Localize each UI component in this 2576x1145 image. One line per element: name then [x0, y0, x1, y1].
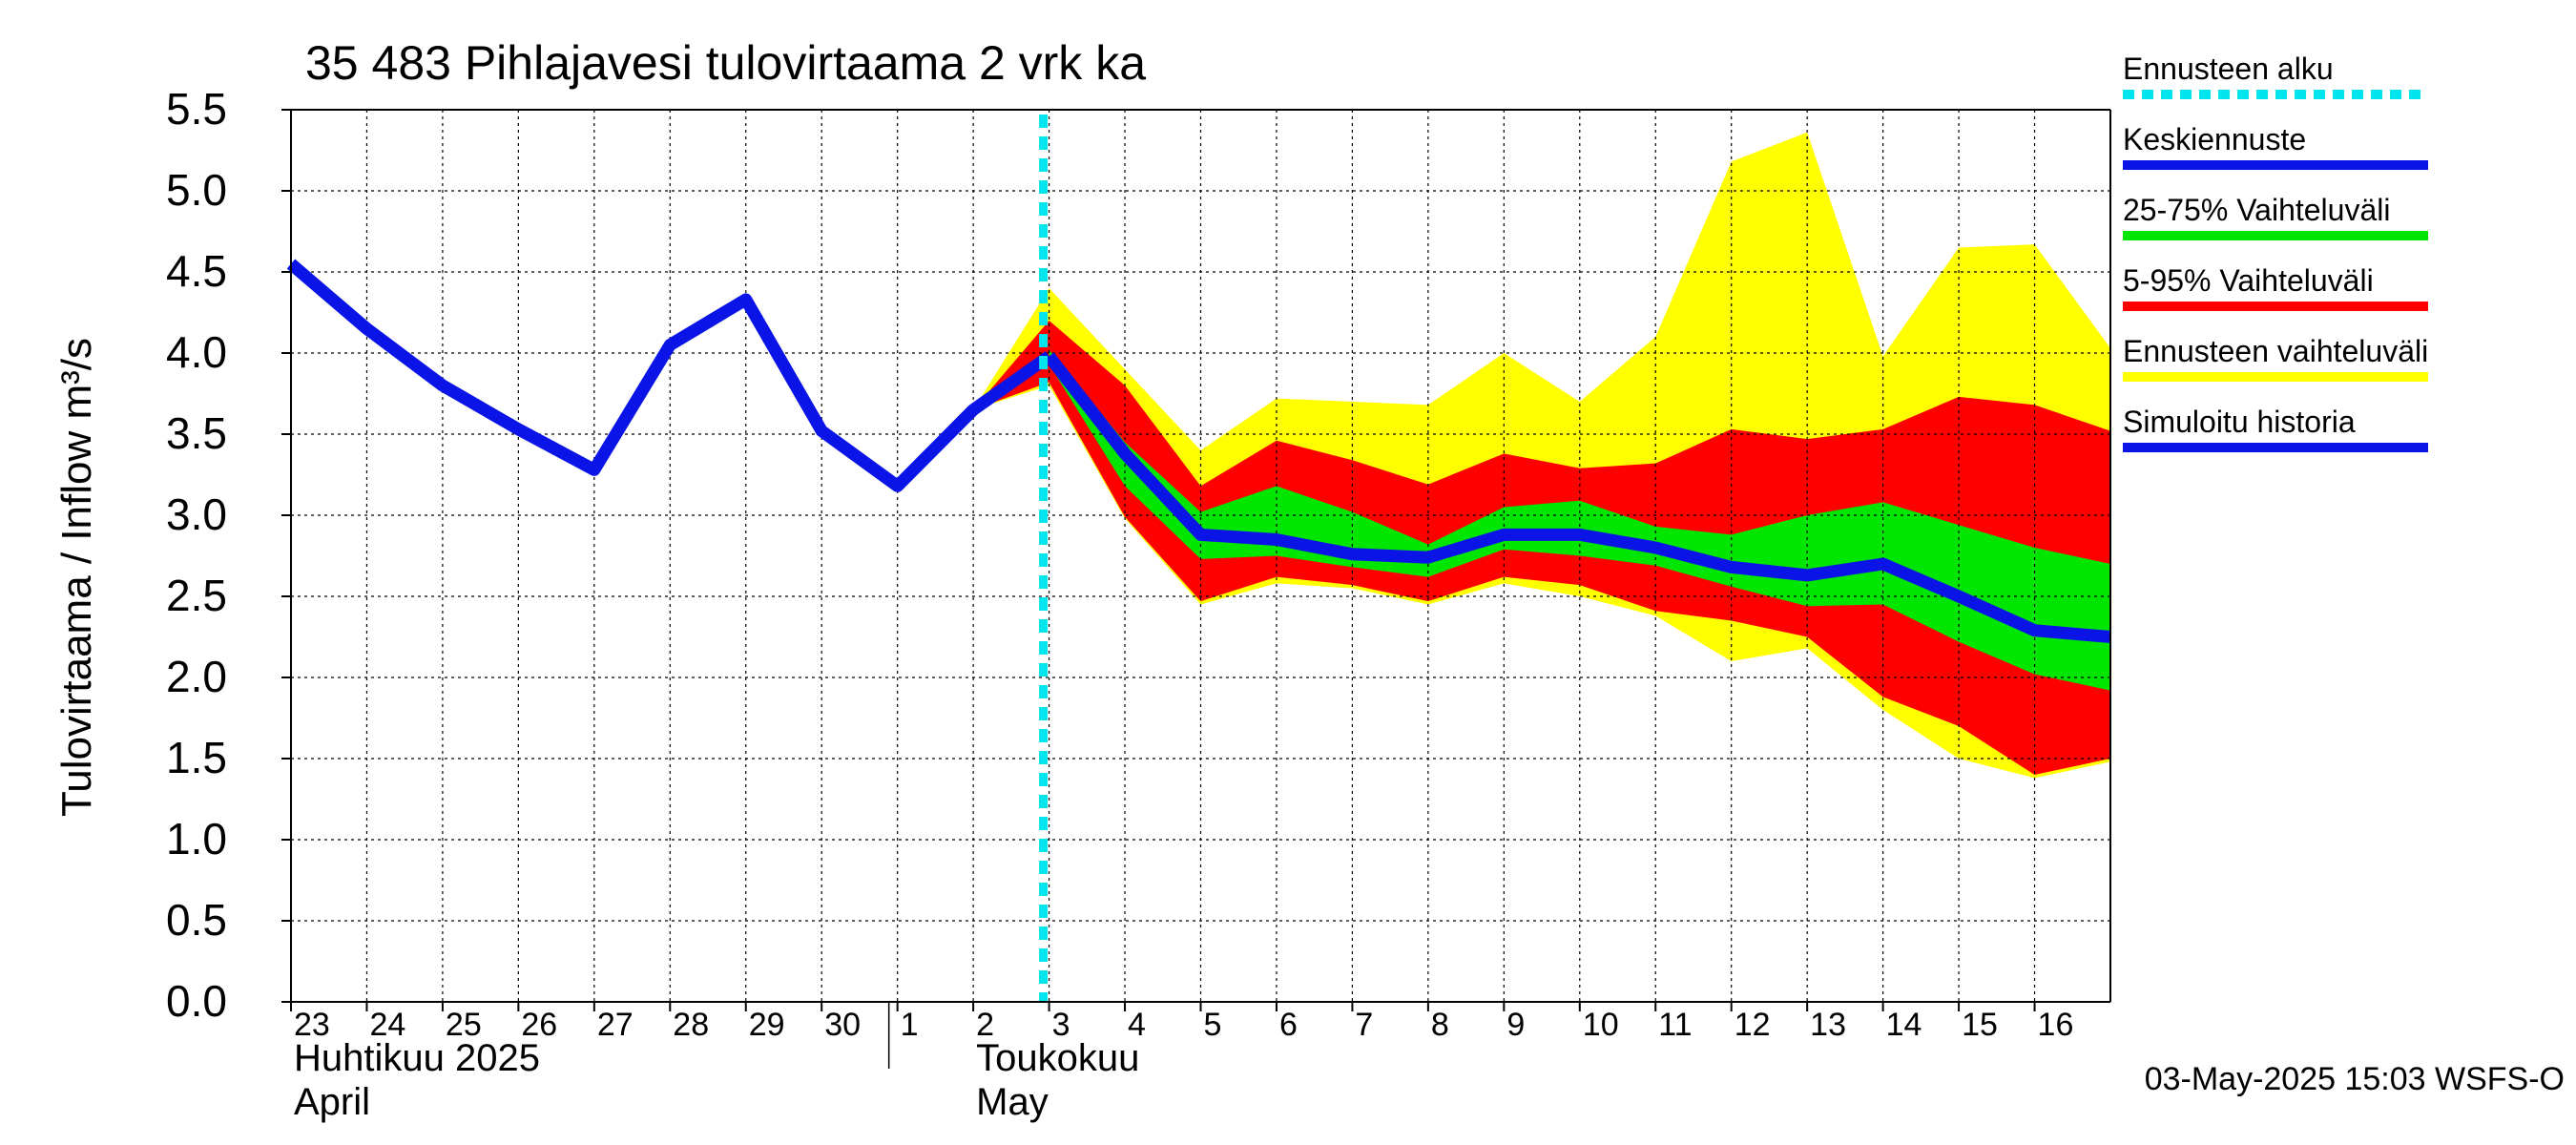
y-tick-label: 4.0 — [166, 327, 227, 377]
chart-title: 35 483 Pihlajavesi tulovirtaama 2 vrk ka — [305, 36, 1146, 90]
series-line-keskiennuste — [1044, 352, 2111, 643]
series-lines — [286, 114, 2111, 1002]
x-tick-label: 27 — [597, 1007, 634, 1043]
x-tick-label: 15 — [1962, 1007, 1998, 1043]
y-tick-label: 4.5 — [166, 246, 227, 296]
x-tick-label: 10 — [1583, 1007, 1619, 1043]
y-tick-label: 1.5 — [166, 733, 227, 782]
x-tick-label: 13 — [1810, 1007, 1846, 1043]
x-tick-label: 4 — [1128, 1007, 1146, 1043]
x-tick-label: 7 — [1355, 1007, 1373, 1043]
x-tick-label: 29 — [749, 1007, 785, 1043]
legend-label-ennusteen-vaihteluv-li: Ennusteen vaihteluväli — [2123, 334, 2428, 368]
x-tick-label: 8 — [1431, 1007, 1449, 1043]
legend: Ennusteen alku Keskiennuste 25-75% Vaihtel… — [2123, 52, 2428, 452]
x-tick-label: 30 — [824, 1007, 861, 1043]
legend-label-5-95-vaihteluv-li: 5-95% Vaihteluväli — [2123, 263, 2374, 298]
y-tick-label: 3.0 — [166, 489, 227, 539]
x-tick-label: 9 — [1506, 1007, 1525, 1043]
y-tick-label: 3.5 — [166, 408, 227, 458]
x-tick-label: 6 — [1279, 1007, 1298, 1043]
y-tick-label: 0.0 — [166, 976, 227, 1026]
x-tick-label: 5 — [1204, 1007, 1222, 1043]
y-tick-label: 5.5 — [166, 84, 227, 134]
band-25-75-vaihteluv-li — [1049, 349, 2110, 691]
month-label-english: May — [976, 1081, 1049, 1123]
series-line-simuloitu-historia — [286, 259, 1053, 492]
y-tick-label: 5.0 — [166, 165, 227, 215]
y-tick-label: 2.5 — [166, 571, 227, 620]
legend-label-simuloitu-historia: Simuloitu historia — [2123, 405, 2356, 439]
x-tick-label: 12 — [1735, 1007, 1771, 1043]
month-label: Toukokuu — [976, 1037, 1139, 1079]
timestamp: 03-May-2025 15:03 WSFS-O — [2145, 1061, 2565, 1097]
x-tick-label: 1 — [901, 1007, 919, 1043]
tick-labels: 0.00.51.01.52.02.53.03.54.04.55.05.523 24… — [166, 84, 2073, 1123]
month-label: Huhtikuu 2025 — [294, 1037, 540, 1079]
x-tick-label: 25 — [446, 1007, 482, 1043]
x-tick-label: 28 — [673, 1007, 709, 1043]
month-label-english: April — [294, 1081, 370, 1123]
y-tick-label: 2.0 — [166, 652, 227, 701]
x-tick-label: 23 — [294, 1007, 330, 1043]
x-tick-label: 16 — [2038, 1007, 2074, 1043]
legend-label-keskiennuste: Keskiennuste — [2123, 122, 2306, 156]
chart-grid — [291, 110, 2110, 1002]
x-tick-label: 24 — [369, 1007, 405, 1043]
legend-label-25-75-vaihteluv-li: 25-75% Vaihteluväli — [2123, 193, 2390, 227]
y-tick-label: 1.0 — [166, 814, 227, 864]
chart-axes — [281, 109, 2111, 1069]
y-tick-label: 0.5 — [166, 895, 227, 945]
x-tick-label: 2 — [976, 1007, 994, 1043]
legend-label-ennusteen-alku: Ennusteen alku — [2123, 52, 2334, 86]
forecast-bands — [973, 132, 2110, 779]
x-tick-label: 11 — [1658, 1007, 1692, 1043]
x-tick-label: 3 — [1052, 1007, 1070, 1043]
x-tick-label: 14 — [1886, 1007, 1922, 1043]
y-axis-label: Tulovirtaama / Inflow m³/s — [53, 338, 100, 817]
x-tick-label: 26 — [521, 1007, 557, 1043]
